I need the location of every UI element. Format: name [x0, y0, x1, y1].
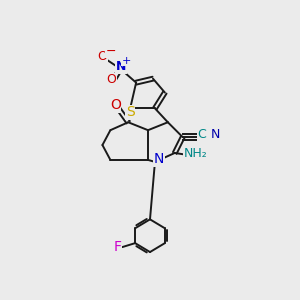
Text: F: F — [113, 240, 121, 254]
Text: N: N — [154, 152, 164, 166]
Text: O: O — [106, 73, 116, 86]
Text: O: O — [98, 50, 107, 63]
Text: C: C — [197, 128, 206, 141]
Text: NH₂: NH₂ — [184, 148, 207, 160]
Text: O: O — [110, 98, 121, 112]
Text: S: S — [126, 105, 135, 119]
Text: N: N — [211, 128, 220, 141]
Text: −: − — [106, 44, 117, 57]
Text: N: N — [116, 60, 127, 73]
Text: +: + — [122, 56, 131, 66]
